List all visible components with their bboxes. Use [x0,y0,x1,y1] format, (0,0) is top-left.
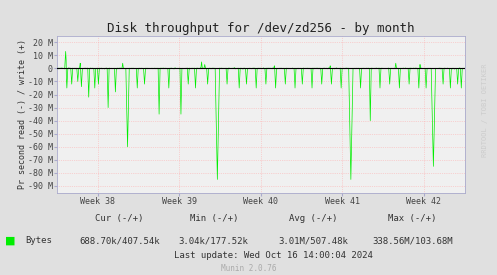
Title: Disk throughput for /dev/zd256 - by month: Disk throughput for /dev/zd256 - by mont… [107,21,414,35]
Text: Avg (-/+): Avg (-/+) [289,214,337,223]
Text: Last update: Wed Oct 16 14:00:04 2024: Last update: Wed Oct 16 14:00:04 2024 [174,252,373,260]
Text: 688.70k/407.54k: 688.70k/407.54k [79,236,160,245]
Text: Bytes: Bytes [25,236,52,245]
Text: Cur (-/+): Cur (-/+) [95,214,144,223]
Text: Munin 2.0.76: Munin 2.0.76 [221,264,276,273]
Text: Max (-/+): Max (-/+) [388,214,437,223]
Text: Min (-/+): Min (-/+) [189,214,238,223]
Y-axis label: Pr second read (-) / write (+): Pr second read (-) / write (+) [17,39,27,189]
Text: 338.56M/103.68M: 338.56M/103.68M [372,236,453,245]
Text: 3.01M/507.48k: 3.01M/507.48k [278,236,348,245]
Text: 3.04k/177.52k: 3.04k/177.52k [179,236,248,245]
Text: RRDTOOL / TOBI OETIKER: RRDTOOL / TOBI OETIKER [482,63,488,157]
Text: ■: ■ [5,236,15,246]
